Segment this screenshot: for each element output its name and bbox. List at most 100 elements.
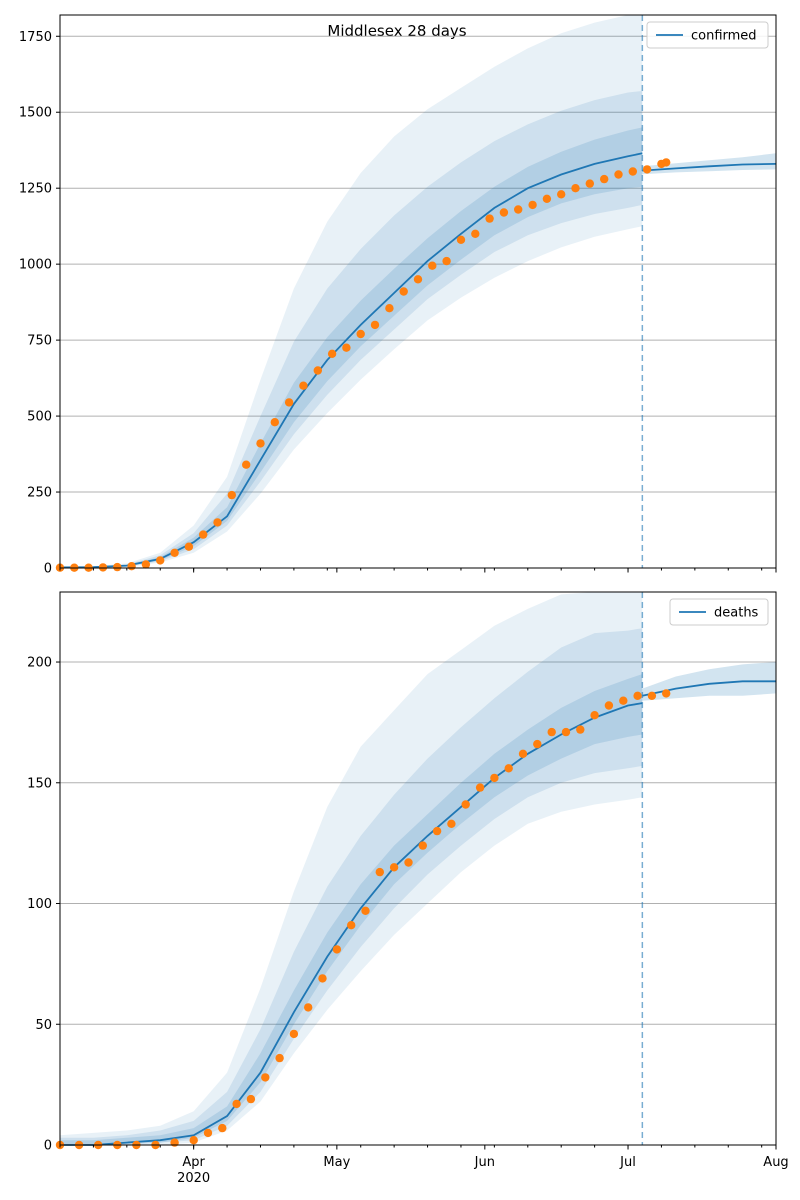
uncertainty-band — [60, 127, 643, 568]
observed-point — [256, 439, 265, 448]
observed-point — [270, 418, 279, 427]
observed-point — [389, 863, 399, 872]
observed-point — [289, 1029, 299, 1039]
observed-point — [299, 381, 308, 390]
observed-point — [619, 696, 628, 705]
observed-point — [246, 1094, 256, 1104]
observed-point — [189, 1136, 198, 1145]
y-tick-label: 100 — [27, 897, 52, 912]
y-tick-label: 1500 — [19, 106, 52, 121]
observed-point — [604, 701, 614, 710]
observed-point — [170, 1138, 179, 1147]
uncertainty-band — [60, 592, 643, 1145]
observed-point — [218, 1123, 227, 1133]
y-tick-label: 1750 — [19, 30, 52, 45]
observed-point — [213, 518, 222, 527]
y-tick-label: 50 — [35, 1018, 52, 1033]
confirmed-panel: 0 250 500 750 1000 1250 1500 1750 confirmed — [19, 14, 777, 577]
observed-point — [361, 906, 370, 915]
observed-point — [428, 261, 437, 270]
observed-point — [456, 235, 466, 244]
observed-point — [141, 560, 151, 569]
observed-point — [633, 691, 642, 700]
observed-point — [375, 867, 384, 877]
observed-point — [199, 530, 208, 539]
observed-point — [514, 205, 523, 214]
observed-point — [590, 711, 599, 720]
observed-point — [490, 773, 499, 783]
observed-point — [304, 1003, 313, 1012]
uncertainty-band — [60, 91, 643, 568]
observed-point — [471, 229, 480, 238]
observed-point — [561, 727, 571, 737]
observed-point — [499, 208, 509, 217]
observed-point — [571, 184, 580, 193]
observed-point — [98, 563, 108, 572]
observed-point — [356, 329, 365, 339]
observed-point — [184, 542, 194, 551]
observed-point — [662, 158, 671, 167]
x-tick-label: Aug — [763, 1155, 788, 1170]
observed-point — [461, 800, 470, 809]
observed-point — [347, 921, 356, 930]
observed-point — [313, 366, 322, 375]
observed-point — [261, 1073, 270, 1082]
observed-point — [475, 783, 485, 792]
y-tick-label: 0 — [44, 562, 52, 577]
observed-point — [528, 200, 537, 210]
axes-frame — [59, 591, 777, 1146]
observed-point — [413, 275, 423, 284]
observed-point — [232, 1099, 241, 1109]
observed-point — [647, 691, 657, 700]
uncertainty-band — [60, 628, 643, 1145]
observed-point — [284, 398, 294, 407]
y-tick-label: 500 — [27, 410, 52, 425]
observed-point — [576, 725, 585, 734]
legend-label: deaths — [714, 606, 759, 621]
x-tick-year-label: 2020 — [177, 1171, 210, 1186]
y-tick-label: 150 — [27, 776, 52, 791]
observed-point — [203, 1128, 213, 1138]
observed-point — [418, 841, 427, 850]
legend-label: confirmed — [691, 29, 757, 44]
observed-point — [275, 1053, 284, 1063]
observed-point — [342, 343, 351, 352]
observed-point — [585, 179, 594, 188]
observed-point — [533, 739, 542, 749]
observed-point — [242, 460, 251, 469]
observed-point — [370, 320, 380, 330]
observed-point — [318, 974, 327, 983]
x-tick-label: Jul — [619, 1155, 636, 1170]
chart-title: Middlesex 28 days — [327, 22, 466, 40]
y-tick-label: 200 — [27, 656, 52, 671]
observed-point — [227, 490, 236, 500]
observed-point — [332, 945, 342, 954]
uncertainty-band — [60, 674, 643, 1145]
uncertainty-band — [60, 15, 643, 568]
x-tick-label: Apr — [182, 1155, 205, 1170]
observed-point — [327, 349, 337, 358]
y-tick-label: 1250 — [19, 182, 52, 197]
observed-point — [547, 727, 556, 737]
observed-point — [447, 819, 456, 828]
x-tick-label: May — [323, 1155, 350, 1170]
observed-point — [485, 214, 494, 223]
observed-point — [432, 826, 442, 836]
observed-point — [442, 256, 451, 266]
x-tick-label: Jun — [474, 1155, 495, 1170]
observed-point — [628, 167, 637, 176]
y-tick-label: 250 — [27, 486, 52, 501]
observed-point — [504, 764, 513, 773]
observed-point — [127, 562, 136, 571]
y-tick-label: 1000 — [19, 258, 52, 273]
legend-box — [669, 598, 769, 626]
observed-point — [642, 165, 652, 174]
forecast-band — [642, 662, 776, 701]
observed-point — [404, 858, 413, 867]
observed-point — [557, 190, 566, 199]
observed-point — [600, 174, 609, 184]
forecast-line — [642, 163, 777, 172]
observed-point — [113, 562, 122, 572]
